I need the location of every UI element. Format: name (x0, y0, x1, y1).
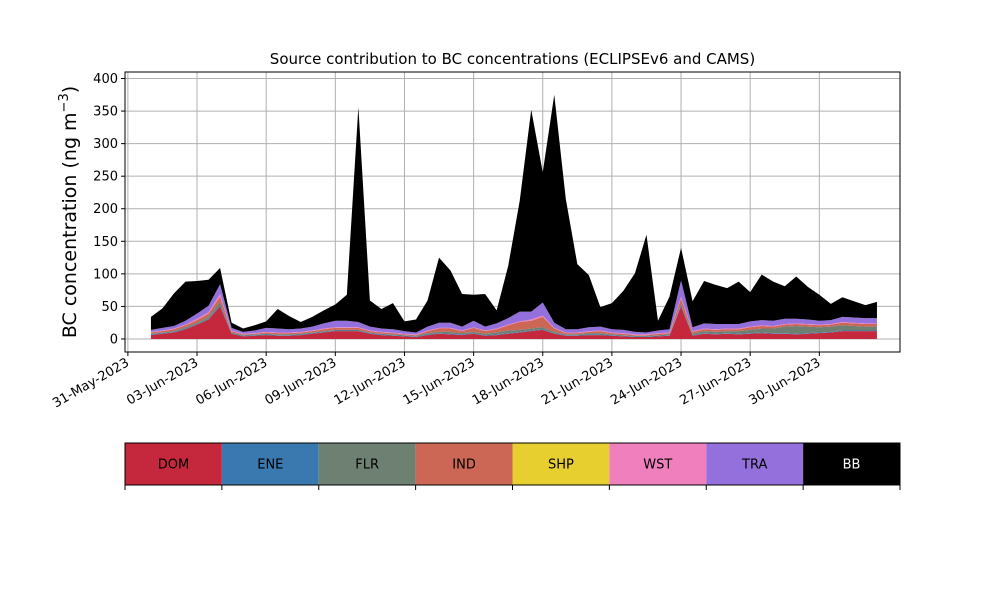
x-tick-label: 18-Jun-2023 (470, 355, 547, 408)
x-tick-label: 06-Jun-2023 (193, 355, 270, 408)
y-tick-label: 100 (93, 267, 118, 282)
legend-swatch-dom (125, 443, 222, 485)
y-tick-label: 350 (93, 105, 118, 120)
y-tick-label: 50 (101, 300, 118, 315)
y-tick-label: 0 (110, 332, 118, 347)
y-axis-label: BC concentration (ng m−3) (57, 86, 81, 338)
y-axis-ticks: 0 50 100 150 200 250 300 350 400 (93, 72, 125, 347)
x-tick-label: 27-Jun-2023 (677, 355, 754, 408)
legend-swatch-shp (512, 443, 610, 485)
legend-swatch-wst (609, 443, 707, 485)
legend-label-flr: FLR (355, 458, 379, 473)
legend-colorbar: DOM ENE FLR IND SHP WST TRA BB (124, 442, 901, 490)
legend-swatch-ind (415, 443, 513, 485)
x-tick-label: 24-Jun-2023 (608, 355, 685, 408)
legend-label-shp: SHP (548, 458, 574, 473)
legend-label-ene: ENE (257, 458, 283, 473)
legend-label-tra: TRA (741, 458, 767, 473)
y-axis-label-unit: (ng m (59, 112, 81, 168)
x-tick-label: 21-Jun-2023 (539, 355, 616, 408)
plot-frame (124, 71, 901, 353)
y-axis-label-unit-close: ) (59, 86, 81, 93)
x-tick-label: 09-Jun-2023 (262, 355, 339, 408)
y-tick-label: 150 (93, 235, 118, 250)
y-tick-label: 300 (93, 137, 118, 152)
area-ind (150, 296, 877, 336)
stacked-areas (150, 94, 877, 339)
x-tick-label: 31-May-2023 (50, 355, 132, 411)
x-tick-label: 30-Jun-2023 (747, 355, 824, 408)
legend-label-wst: WST (643, 458, 672, 473)
y-tick-label: 400 (93, 72, 118, 87)
y-axis-label-name: BC concentration (59, 175, 81, 339)
area-dom (150, 306, 877, 339)
legend-swatch-bb (803, 443, 900, 485)
legend-swatch-tra (706, 443, 804, 485)
y-axis-label-unit-exponent: −3 (57, 93, 72, 112)
legend-frame (124, 442, 901, 486)
area-flr (150, 301, 877, 337)
y-tick-label: 250 (93, 170, 118, 185)
legend-label-ind: IND (452, 458, 476, 473)
area-ene (150, 305, 877, 338)
area-bb (150, 94, 877, 333)
legend-label-dom: DOM (158, 458, 189, 473)
x-tick-label: 15-Jun-2023 (401, 355, 478, 408)
x-axis-ticks: 31-May-202303-Jun-202306-Jun-202309-Jun-… (50, 352, 823, 411)
legend-swatch-flr (318, 443, 416, 485)
legend-swatch-ene (221, 443, 319, 485)
grid-lines (125, 72, 900, 352)
y-tick-label: 200 (93, 202, 118, 217)
x-tick-label: 03-Jun-2023 (124, 355, 201, 408)
legend-label-bb: BB (843, 458, 861, 473)
chart-title: Source contribution to BC concentrations… (270, 50, 755, 68)
x-tick-label: 12-Jun-2023 (332, 355, 409, 408)
